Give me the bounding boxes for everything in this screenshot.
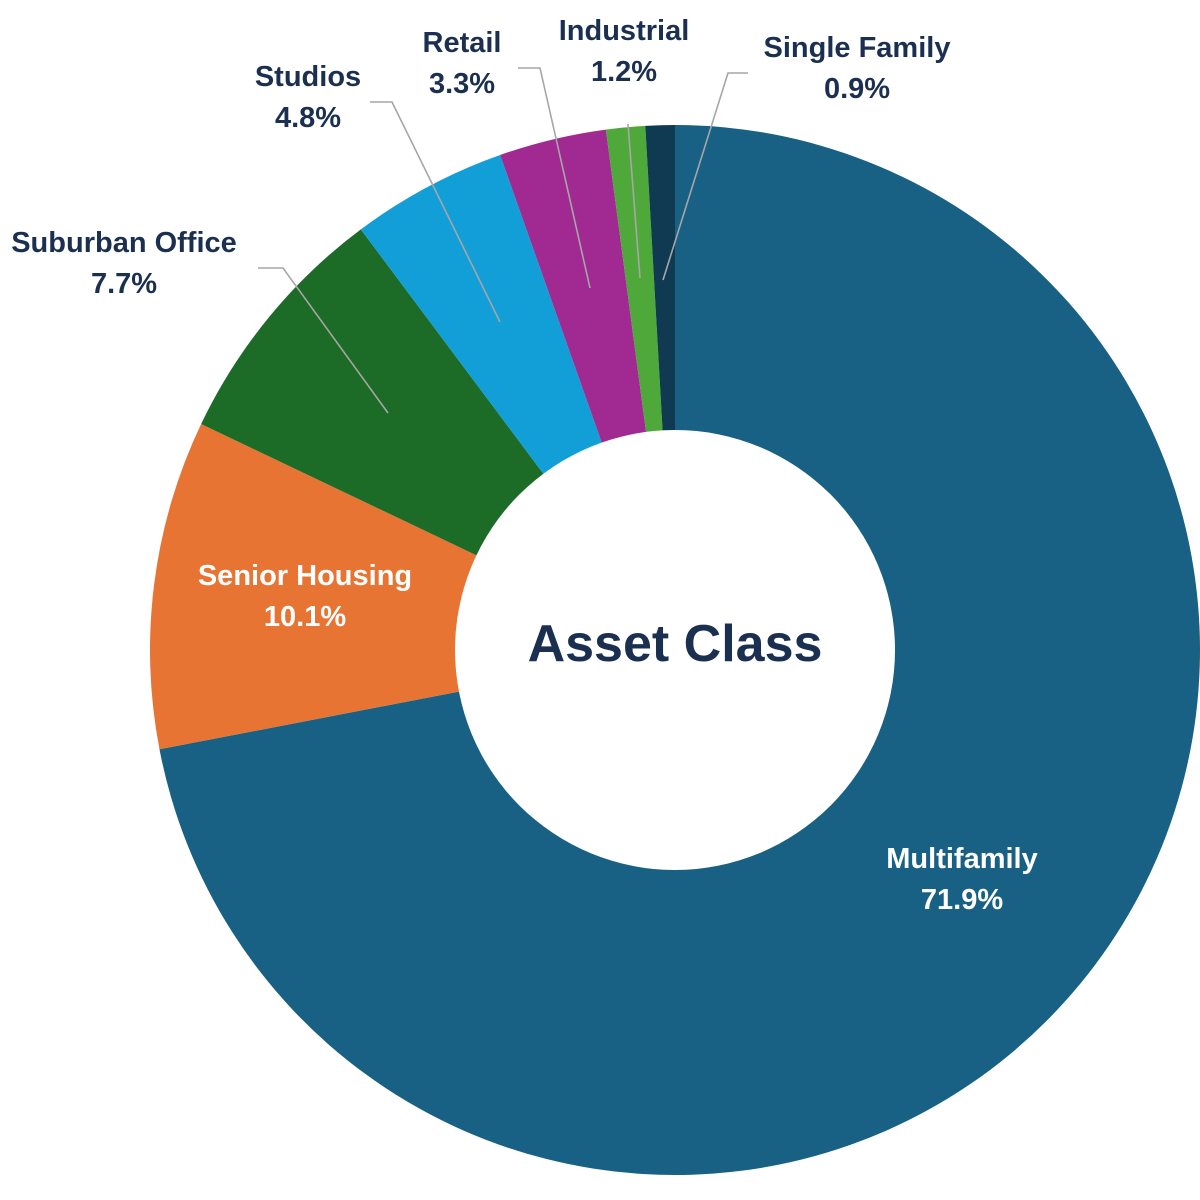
slice-label-multifamily: Multifamily bbox=[886, 843, 1037, 875]
slice-value-studios: 4.8% bbox=[275, 102, 341, 134]
slice-value-retail: 3.3% bbox=[429, 68, 495, 100]
leader-line-industrial bbox=[627, 123, 641, 279]
slice-label-retail: Retail bbox=[423, 27, 502, 59]
leader-line-suburban-office bbox=[258, 267, 389, 414]
leader-line-retail bbox=[518, 67, 591, 289]
slice-label-single-family: Single Family bbox=[764, 32, 951, 64]
slice-value-industrial: 1.2% bbox=[591, 56, 657, 88]
slice-label-suburban-office: Suburban Office bbox=[11, 227, 237, 259]
slice-value-suburban-office: 7.7% bbox=[91, 268, 157, 300]
slice-value-multifamily: 71.9% bbox=[921, 884, 1003, 916]
slice-value-senior-housing: 10.1% bbox=[264, 601, 346, 633]
donut-hole bbox=[455, 430, 895, 870]
center-title: Asset Class bbox=[528, 615, 823, 673]
slice-label-industrial: Industrial bbox=[559, 15, 690, 47]
labels-group: Multifamily 71.9% Senior Housing 10.1% Subur… bbox=[11, 15, 1038, 916]
leader-line-studios bbox=[370, 101, 501, 323]
leader-line-single-family bbox=[662, 72, 748, 281]
slice-label-studios: Studios bbox=[255, 61, 361, 93]
slice-label-senior-housing: Senior Housing bbox=[198, 560, 412, 592]
slice-value-single-family: 0.9% bbox=[824, 73, 890, 105]
leader-lines-group bbox=[258, 67, 748, 414]
